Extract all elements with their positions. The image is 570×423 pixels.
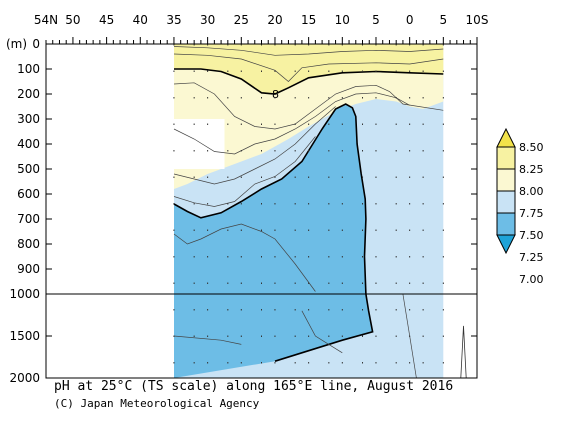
colorbar-label: 7.50 — [519, 229, 544, 242]
band-7.75-8.00 — [174, 44, 444, 189]
chart-title: pH at 25°C (TS scale) along 165°E line, … — [54, 379, 454, 394]
x-tick-label: 50 — [65, 13, 80, 27]
contour-bands — [170, 44, 444, 378]
contour-thin-1 — [173, 53, 444, 82]
contour-thin-0 — [173, 46, 444, 56]
y-tick-label: 1000 — [9, 287, 40, 301]
y-tick-label: 200 — [17, 87, 40, 101]
y-tick-label: 900 — [17, 262, 40, 276]
colorbar-swatch-2 — [496, 168, 516, 192]
x-tick-label: 35 — [166, 13, 181, 27]
x-tick-label: 30 — [200, 13, 215, 27]
colorbar-label: 8.50 — [519, 141, 544, 154]
x-tick-label: 54N — [34, 13, 58, 27]
colorbar-label: 8.25 — [519, 163, 544, 176]
y-tick-label: 2000 — [9, 371, 40, 385]
colorbar-label: 7.25 — [519, 251, 544, 264]
credit-text: (C) Japan Meteorological Agency — [54, 397, 260, 410]
band-above-8.00 — [174, 44, 444, 94]
contour-thin-8 — [301, 310, 343, 354]
x-tick-label: 5 — [372, 13, 380, 27]
contour-thin-3 — [173, 92, 410, 155]
colorbar-swatch-3 — [496, 190, 516, 214]
contour-bold-1 — [173, 103, 374, 362]
contour-bold-0 — [174, 68, 444, 95]
colorbar-label: 8.00 — [519, 185, 544, 198]
x-tick-label: 40 — [133, 13, 148, 27]
contour-label-0: 8 — [272, 88, 279, 101]
y-tick-label: 0 — [32, 37, 40, 51]
y-tick-label: 400 — [17, 137, 40, 151]
contour-lines: 8 — [173, 46, 467, 378]
axes: 54N 50 45 40 35 30 25 20 15 10 5 0 5 10S0100200300400… — [6, 13, 488, 385]
y-tick-label: 600 — [17, 187, 40, 201]
bottom-spike — [460, 325, 467, 378]
no-data-mask — [170, 119, 225, 169]
y-tick-label: 500 — [17, 162, 40, 176]
x-tick-label: 15 — [301, 13, 316, 27]
x-tick-label: 10S — [466, 13, 489, 27]
x-tick-label: 10 — [335, 13, 350, 27]
contour-thin-4 — [173, 106, 336, 185]
contour-thin-5 — [173, 136, 316, 207]
x-tick-label: 20 — [267, 13, 282, 27]
band-7.25-7.50 — [174, 104, 373, 378]
y-unit-label: (m) — [6, 37, 27, 51]
contour-thin-7 — [173, 335, 242, 345]
x-tick-label: 25 — [234, 13, 249, 27]
y-tick-label: 700 — [17, 212, 40, 226]
y-tick-label: 300 — [17, 112, 40, 126]
colorbar-label: 7.00 — [519, 273, 544, 286]
colorbar-swatch-1 — [496, 146, 516, 170]
contour-thin-6 — [173, 223, 316, 292]
colorbar: 8.50 8.25 8.00 7.75 7.50 7.25 7.00 — [496, 127, 544, 286]
x-tick-label: 5 — [440, 13, 448, 27]
contour-thin-2 — [173, 82, 444, 130]
y-tick-label: 800 — [17, 237, 40, 251]
x-tick-label: 0 — [406, 13, 414, 27]
colorbar-label: 7.75 — [519, 207, 544, 220]
x-tick-label: 45 — [99, 13, 114, 27]
y-tick-label: 1500 — [9, 329, 40, 343]
colorbar-swatch-4 — [496, 212, 516, 236]
colorbar-cap-bottom — [496, 234, 516, 255]
y-tick-label: 100 — [17, 62, 40, 76]
colorbar-cap-top — [496, 127, 516, 148]
